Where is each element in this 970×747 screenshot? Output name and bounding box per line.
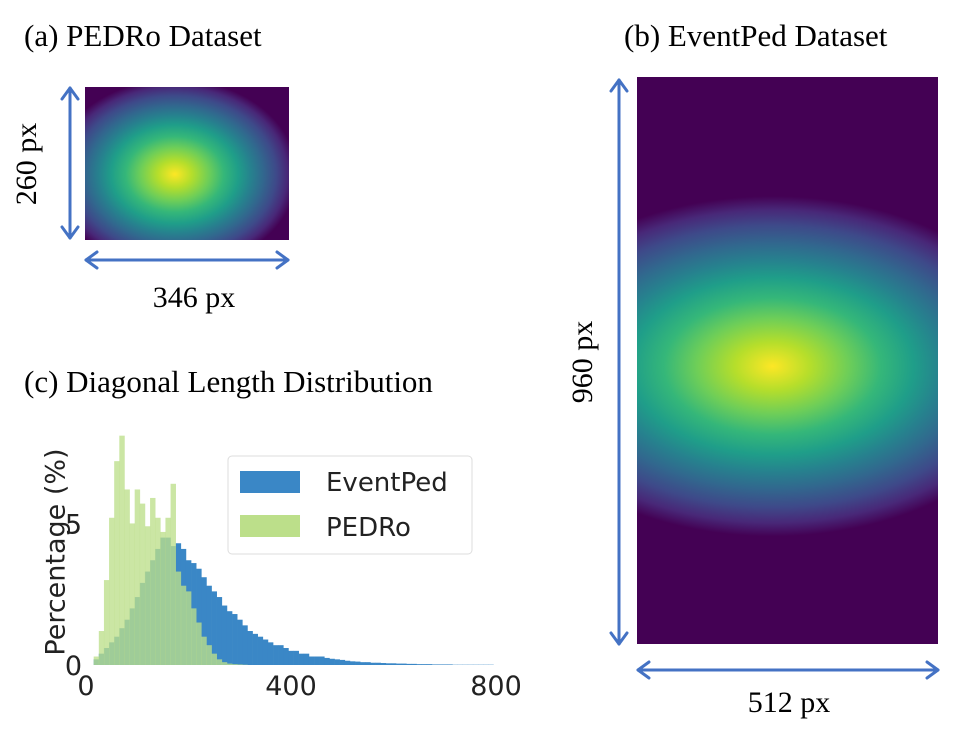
eventped-bar: [345, 661, 350, 665]
pedro-bar: [99, 631, 104, 665]
eventped-bar: [360, 662, 365, 665]
eventped-bar: [447, 664, 452, 665]
legend-swatch-pedro: [240, 515, 300, 537]
eventped-bar: [365, 662, 370, 665]
eventped-bar: [227, 611, 232, 665]
eventped-bar: [396, 664, 401, 665]
pedro-bar: [140, 504, 145, 665]
eventped-bar: [437, 664, 442, 665]
eventped-bar: [232, 614, 237, 665]
pedro-bar: [165, 518, 170, 665]
pedro-bar: [145, 526, 150, 665]
y-tick-label: 0: [65, 651, 82, 682]
eventped-bar: [253, 634, 258, 665]
eventped-bar: [294, 651, 299, 665]
eventped-bar: [422, 664, 427, 665]
eventped-bar: [217, 597, 222, 665]
eventped-bar: [335, 659, 340, 665]
pedro-bar: [124, 489, 129, 665]
pedro-bar: [201, 637, 206, 665]
pedro-bar: [135, 489, 140, 665]
legend-label-eventped: EventPed: [326, 468, 448, 498]
pedro-bar: [109, 518, 114, 665]
eventped-bar: [355, 662, 360, 665]
eventped-bar: [370, 663, 375, 665]
eventped-bar: [432, 664, 437, 665]
pedro-bar: [227, 664, 232, 665]
eventped-bar: [340, 660, 345, 665]
pedro-bar: [186, 591, 191, 665]
eventped-bar: [411, 664, 416, 665]
eventped-bar: [386, 663, 391, 665]
eventped-bar: [263, 640, 268, 665]
eventped-bar: [324, 658, 329, 665]
eventped-bar: [401, 664, 406, 665]
pedro-bar: [212, 654, 217, 665]
eventped-bar: [329, 659, 334, 665]
eventped-bar: [376, 663, 381, 665]
eventped-bar: [309, 657, 314, 665]
eventped-bar: [381, 663, 386, 665]
pedro-bar: [222, 662, 227, 665]
pedro-bar: [114, 461, 119, 665]
eventped-bar: [237, 620, 242, 665]
pedro-bar: [217, 659, 222, 665]
eventped-bar: [247, 631, 252, 665]
pedro-bar: [155, 518, 160, 665]
y-axis-label: Percentage (%): [41, 448, 72, 655]
eventped-bar: [427, 664, 432, 665]
pedro-bar: [191, 608, 196, 665]
eventped-bar: [304, 654, 309, 665]
pedro-bar: [176, 572, 181, 665]
pedro-bar: [130, 523, 135, 665]
legend: EventPed PEDRo: [228, 456, 472, 554]
eventped-bar: [391, 663, 396, 665]
eventped-bar: [314, 657, 319, 665]
eventped-bar: [278, 645, 283, 665]
x-tick-label: 400: [265, 671, 317, 702]
pedro-bar: [232, 664, 237, 665]
eventped-bar: [273, 645, 278, 665]
eventped-bar: [222, 606, 227, 665]
pedro-bar: [119, 436, 124, 665]
pedro-bar: [160, 532, 165, 665]
pedro-bar: [206, 645, 211, 665]
eventped-bar: [283, 648, 288, 665]
eventped-bar: [350, 661, 355, 665]
eventped-bar: [406, 664, 411, 665]
pedro-bar: [237, 664, 242, 665]
x-tick-label: 800: [470, 671, 522, 702]
eventped-bar: [288, 651, 293, 665]
legend-swatch-eventped: [240, 471, 300, 493]
eventped-bar: [268, 642, 273, 665]
pedro-bar: [196, 623, 201, 665]
pedro-bar: [94, 657, 99, 665]
eventped-bar: [299, 654, 304, 665]
pedro-bar: [171, 484, 176, 665]
eventped-bar: [319, 657, 324, 665]
eventped-bar: [417, 664, 422, 665]
pedro-bar: [150, 498, 155, 665]
legend-label-pedro: PEDRo: [326, 513, 411, 543]
eventped-bar: [242, 625, 247, 665]
eventped-bar: [442, 664, 447, 665]
pedro-bar: [104, 580, 109, 665]
eventped-bar: [258, 637, 263, 665]
pedro-bar: [181, 586, 186, 665]
